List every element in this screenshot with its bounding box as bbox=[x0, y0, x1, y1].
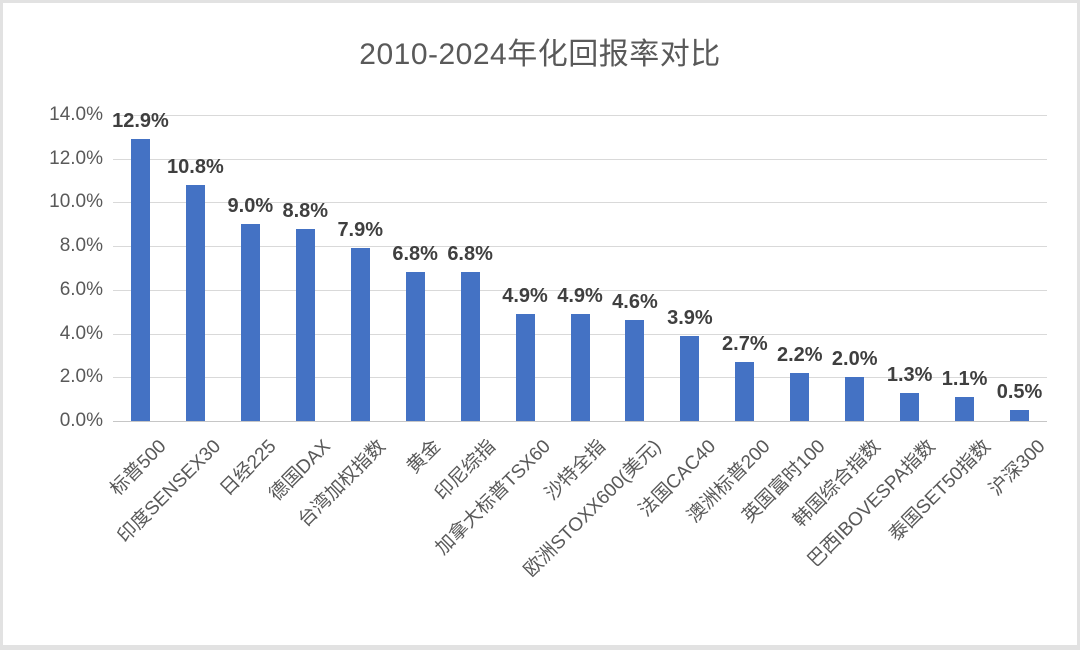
plot-area: 14.0% 12.0% 10.0% 8.0% 6.0% 4.0% 2.0% 0.0% 12.9%… bbox=[3, 3, 1077, 645]
y-axis-tick-label: 2.0% bbox=[59, 366, 103, 388]
bar bbox=[845, 377, 865, 421]
bar bbox=[295, 228, 315, 421]
bar bbox=[570, 313, 590, 421]
bar-value-label: 10.8% bbox=[167, 155, 224, 178]
x-axis-line bbox=[113, 421, 1047, 422]
bar-value-label: 2.7% bbox=[722, 332, 768, 355]
bar bbox=[460, 272, 480, 421]
gridline bbox=[113, 289, 1047, 291]
bar-value-label: 1.3% bbox=[886, 363, 933, 386]
bar-value-label: 9.0% bbox=[227, 195, 274, 218]
y-axis-tick-label: 10.0% bbox=[49, 191, 103, 213]
chart-title: 2010-2024年化回报率对比 bbox=[359, 38, 721, 71]
y-axis-tick-label: 6.0% bbox=[59, 278, 103, 300]
bar-value-label: 3.9% bbox=[667, 306, 713, 329]
x-axis-category-label: 印度SENSEX30 bbox=[114, 436, 226, 548]
bar bbox=[515, 313, 535, 421]
bar bbox=[405, 272, 425, 421]
bar-value-label: 1.1% bbox=[941, 367, 988, 390]
bar bbox=[625, 320, 645, 421]
bar bbox=[130, 139, 150, 421]
bar bbox=[790, 372, 810, 421]
bar bbox=[735, 361, 755, 421]
y-axis-tick-label: 4.0% bbox=[59, 322, 103, 344]
y-axis-tick-label: 0.0% bbox=[59, 410, 103, 431]
bar bbox=[350, 248, 370, 421]
bar-value-label: 8.8% bbox=[282, 199, 329, 222]
bar-value-label: 7.9% bbox=[337, 219, 384, 242]
bar bbox=[955, 396, 975, 421]
bar-value-label: 4.6% bbox=[612, 291, 658, 314]
bar-value-label: 6.8% bbox=[447, 243, 493, 266]
y-axis-tick-label: 8.0% bbox=[59, 235, 103, 257]
gridline bbox=[113, 202, 1047, 204]
bar-value-label: 4.9% bbox=[557, 284, 603, 307]
bar bbox=[240, 224, 260, 421]
bar bbox=[900, 392, 920, 421]
gridline bbox=[113, 115, 1047, 116]
gridline bbox=[113, 246, 1047, 248]
gridline bbox=[113, 158, 1047, 160]
x-axis-category-label: 沪深300 bbox=[985, 436, 1050, 501]
bar-value-label: 2.0% bbox=[831, 348, 878, 371]
bar bbox=[185, 184, 205, 421]
y-axis-tick-label: 14.0% bbox=[49, 104, 103, 125]
bar bbox=[1010, 410, 1030, 421]
x-axis-category-label: 泰国SET50指数 bbox=[884, 436, 995, 546]
bar-value-label: 4.9% bbox=[502, 284, 548, 307]
bar-value-label: 12.9% bbox=[112, 110, 169, 133]
y-axis-tick-label: 12.0% bbox=[49, 147, 103, 169]
bar-value-label: 6.8% bbox=[392, 243, 438, 266]
bar-value-label: 0.5% bbox=[996, 381, 1043, 404]
bar bbox=[680, 335, 700, 421]
x-axis-category-label: 黄金 bbox=[403, 436, 446, 478]
bar-value-label: 2.2% bbox=[776, 343, 823, 366]
